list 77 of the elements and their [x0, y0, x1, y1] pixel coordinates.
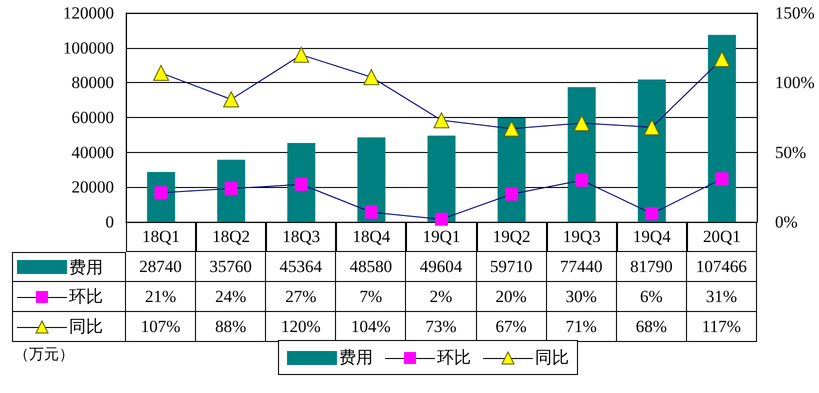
x-tick-label: 18Q2	[196, 222, 266, 252]
data-label: 107%	[126, 312, 196, 342]
point	[504, 120, 520, 137]
data-label: 7%	[336, 282, 406, 312]
y2-tick-label: 0%	[775, 212, 798, 232]
point	[575, 174, 588, 187]
text: 费用	[339, 348, 373, 367]
point	[223, 91, 240, 108]
data-label: 81790	[616, 252, 687, 282]
y-tick-label: 40000	[72, 142, 114, 162]
data-label: 120%	[266, 312, 336, 342]
data-label: 31%	[686, 282, 757, 312]
y-tick-label: 20000	[72, 178, 114, 197]
bar	[708, 34, 736, 222]
bar	[357, 137, 386, 222]
text: 同比	[535, 348, 569, 367]
point	[434, 112, 450, 128]
x-tick-label: 19Q1	[406, 222, 477, 252]
data-label: 49604	[406, 252, 477, 282]
point	[293, 46, 310, 63]
y2-tick-label: 100%	[775, 73, 815, 92]
data-label: 88%	[196, 312, 266, 342]
x-tick-label: 19Q3	[546, 222, 617, 252]
bar	[287, 142, 316, 222]
y-tick-label: 80000	[72, 73, 114, 92]
point	[294, 178, 308, 191]
data-label: 30%	[546, 282, 617, 312]
x-tick-label: 18Q4	[336, 222, 406, 252]
legend-label: 费用	[69, 256, 103, 278]
x-tick-label: 18Q1	[126, 222, 196, 252]
legend-label: 环比	[69, 286, 103, 308]
point	[224, 182, 238, 196]
data-label: 71%	[546, 312, 617, 342]
point	[715, 172, 728, 186]
bar	[568, 87, 596, 222]
data-label: 28740	[126, 252, 196, 282]
x-tick-label: 18Q3	[266, 222, 336, 252]
data-label: 68%	[616, 312, 687, 342]
y-tick-label: 120000	[63, 4, 114, 22]
point	[645, 207, 658, 220]
legend-label: 同比	[69, 316, 103, 338]
data-label: 104%	[336, 312, 406, 342]
point	[574, 115, 590, 132]
point	[644, 119, 660, 136]
point	[435, 212, 448, 226]
point	[363, 69, 380, 86]
bar	[428, 136, 456, 222]
data-label: 20%	[476, 282, 547, 312]
data-label: 107466	[686, 252, 757, 282]
data-label: 59710	[476, 252, 547, 282]
point	[505, 188, 518, 201]
data-label: 21%	[126, 282, 196, 312]
y-tick-label: 100000	[63, 38, 114, 58]
bar	[638, 80, 666, 222]
data-label: 27%	[266, 282, 336, 312]
text: （万元）	[14, 346, 74, 364]
data-label: 117%	[686, 312, 757, 342]
data-label: 45364	[266, 252, 336, 282]
text: 环比	[437, 348, 471, 367]
point	[714, 50, 730, 67]
data-label: 35760	[196, 252, 266, 282]
data-label: 48580	[336, 252, 406, 282]
x-tick-label: 20Q1	[686, 222, 757, 252]
point	[153, 64, 170, 81]
data-label: 2%	[406, 282, 477, 312]
point	[364, 206, 378, 219]
data-label: 24%	[196, 282, 266, 312]
y-tick-label: 60000	[72, 108, 114, 127]
y-tick-label: 0	[106, 212, 114, 232]
y2-tick-label: 150%	[775, 4, 815, 22]
data-label: 6%	[616, 282, 687, 312]
y2-tick-label: 50%	[775, 142, 806, 162]
data-label: 67%	[476, 312, 547, 342]
data-label: 77440	[546, 252, 617, 282]
x-tick-label: 19Q4	[616, 222, 687, 252]
data-label: 73%	[406, 312, 477, 342]
x-tick-label: 19Q2	[476, 222, 547, 252]
